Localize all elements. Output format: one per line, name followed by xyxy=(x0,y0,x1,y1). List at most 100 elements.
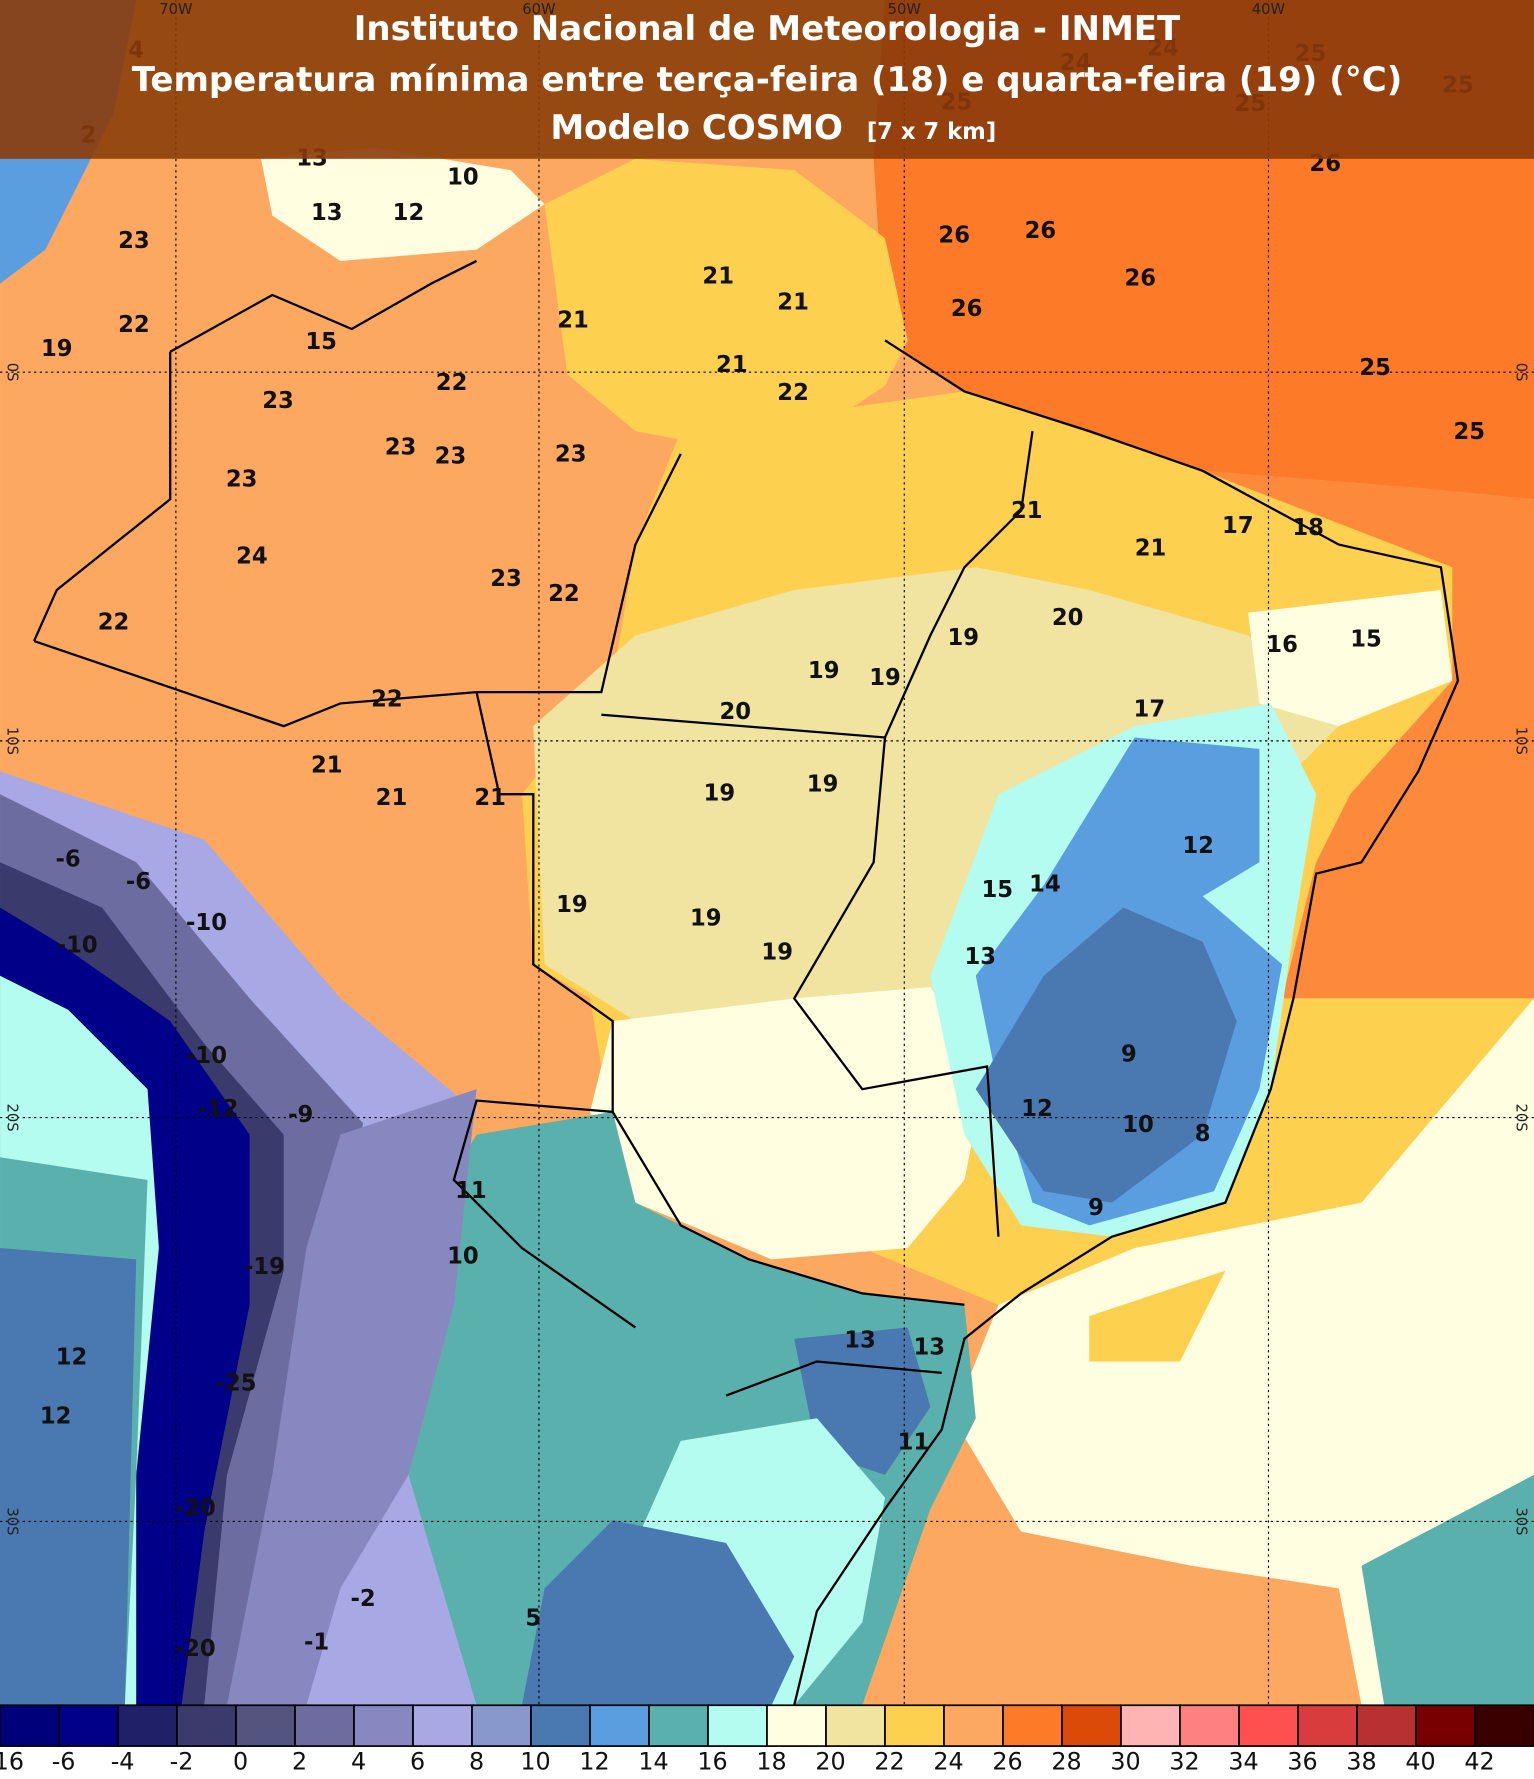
grid-labels: 70W 60W 50W 40W 0S 0S 10S 10S 20S 20S 30S 30S xyxy=(3,1,1529,1535)
temperature-label: 25 xyxy=(1454,419,1486,445)
lon-label: 60W xyxy=(522,1,556,18)
colorbar-swatch xyxy=(176,1704,237,1747)
colorbar-swatch xyxy=(1297,1704,1358,1747)
temperature-label: 11 xyxy=(455,1178,487,1204)
lat-label: 10S xyxy=(3,727,20,755)
temperature-label: 15 xyxy=(1350,626,1382,652)
colorbar-label: -2 xyxy=(170,1748,194,1776)
colorbar-label: -4 xyxy=(111,1748,135,1776)
temperature-label: 12 xyxy=(1182,833,1214,859)
fields xyxy=(0,0,1534,1706)
colorbar-swatch xyxy=(530,1704,591,1747)
colorbar-swatch xyxy=(825,1704,886,1747)
colorbar-swatch xyxy=(943,1704,1004,1747)
temperature-label: 19 xyxy=(869,665,901,691)
colorbar-swatch xyxy=(884,1704,945,1747)
title: Instituto Nacional de Meteorologia - INM… xyxy=(354,9,1181,49)
colorbar-label: -6 xyxy=(52,1748,76,1776)
temperature-label: 26 xyxy=(951,296,983,322)
temperature-label: 19 xyxy=(947,625,979,651)
lon-label: 40W xyxy=(1252,1,1286,18)
colorbar-swatch xyxy=(1238,1704,1299,1747)
temperature-label: 19 xyxy=(41,336,73,362)
temperature-label: -10 xyxy=(186,1043,227,1069)
colorbar-swatch xyxy=(1002,1704,1063,1747)
lat-label: 0S xyxy=(1512,363,1529,382)
temperature-label: 23 xyxy=(385,435,417,461)
colorbar-label: 12 xyxy=(579,1748,609,1776)
temperature-label: 16 xyxy=(1266,632,1298,658)
temperature-label: 17 xyxy=(1134,697,1166,723)
colorbar-swatch xyxy=(471,1704,532,1747)
temperature-label: 5 xyxy=(525,1606,541,1632)
temperature-label: -6 xyxy=(56,847,81,873)
temperature-label: -20 xyxy=(175,1636,216,1662)
temperature-label: 22 xyxy=(548,581,580,607)
temperature-label: 22 xyxy=(118,312,150,338)
colorbar-swatch xyxy=(0,1704,60,1747)
temperature-label: 23 xyxy=(118,228,150,254)
temperature-label: 12 xyxy=(40,1404,72,1430)
subtitle: Temperatura mínima entre terça-feira (18… xyxy=(132,60,1403,100)
colorbar-label: 30 xyxy=(1110,1748,1140,1776)
temperature-label: 21 xyxy=(1011,498,1043,524)
temperature-label: 19 xyxy=(808,658,840,684)
temperature-label: 20 xyxy=(1052,605,1084,631)
colorbar-label: 26 xyxy=(992,1748,1022,1776)
temperature-label: 13 xyxy=(913,1334,945,1360)
colorbar-swatch xyxy=(589,1704,650,1747)
temperature-label: 13 xyxy=(844,1328,876,1354)
temperature-label: 22 xyxy=(98,609,130,635)
temperature-label: 19 xyxy=(556,892,588,918)
temperature-label: -12 xyxy=(197,1096,238,1122)
temperature-label: 22 xyxy=(371,687,403,713)
temperature-label: -6 xyxy=(126,869,151,895)
colorbar-swatch xyxy=(648,1704,709,1747)
temperature-label: 17 xyxy=(1222,513,1254,539)
temperature-label: 21 xyxy=(557,308,589,334)
colorbar-swatch xyxy=(1061,1704,1122,1747)
colorbar-label: 38 xyxy=(1346,1748,1376,1776)
colorbar-label: 36 xyxy=(1287,1748,1317,1776)
graticule xyxy=(0,0,1534,1706)
colorbar-swatch xyxy=(707,1704,768,1747)
colorbar-swatch xyxy=(353,1704,414,1747)
temperature-label: -10 xyxy=(186,910,227,936)
temperature-label: 13 xyxy=(965,944,997,970)
temperature-label: 23 xyxy=(490,566,522,592)
lat-label: 10S xyxy=(1512,727,1529,755)
temperature-label: 13 xyxy=(311,200,343,226)
colorbar-label: 14 xyxy=(638,1748,668,1776)
temperature-label: 23 xyxy=(555,441,587,467)
temperature-label: 22 xyxy=(777,380,809,406)
colorbar-label: 10 xyxy=(520,1748,550,1776)
colorbar-swatch xyxy=(117,1704,178,1747)
temperature-label: 19 xyxy=(807,772,839,798)
colorbar-label: 32 xyxy=(1169,1748,1199,1776)
colorbar-label: 22 xyxy=(874,1748,904,1776)
temperature-label: 20 xyxy=(719,699,751,725)
temperature-label: 26 xyxy=(1124,266,1156,292)
lon-label: 70W xyxy=(159,1,193,18)
temperature-label: 10 xyxy=(447,165,479,191)
colorbar-swatch xyxy=(1179,1704,1240,1747)
colorbar-label: 4 xyxy=(351,1748,366,1776)
temperature-label: 26 xyxy=(938,222,970,248)
temperature-label: 14 xyxy=(1029,871,1061,897)
colorbar-label: 42 xyxy=(1464,1748,1494,1776)
colorbar-label: 18 xyxy=(756,1748,786,1776)
colorbar-label: 8 xyxy=(469,1748,484,1776)
lat-label: 30S xyxy=(3,1507,20,1535)
colorbar-label: -16 xyxy=(0,1748,24,1776)
temperature-label: 9 xyxy=(1088,1195,1104,1221)
colorbar-swatch xyxy=(235,1704,296,1747)
temperature-label: -25 xyxy=(216,1371,257,1397)
colorbar-swatch xyxy=(1415,1704,1476,1747)
colorbar-label: 40 xyxy=(1405,1748,1435,1776)
colorbar-swatch xyxy=(1356,1704,1417,1747)
temperature-label: 21 xyxy=(716,352,748,378)
temperature-label: 21 xyxy=(376,785,408,811)
colorbar-label: 20 xyxy=(815,1748,845,1776)
temperature-label: 21 xyxy=(702,263,734,289)
model: Modelo COSMO xyxy=(550,108,843,148)
